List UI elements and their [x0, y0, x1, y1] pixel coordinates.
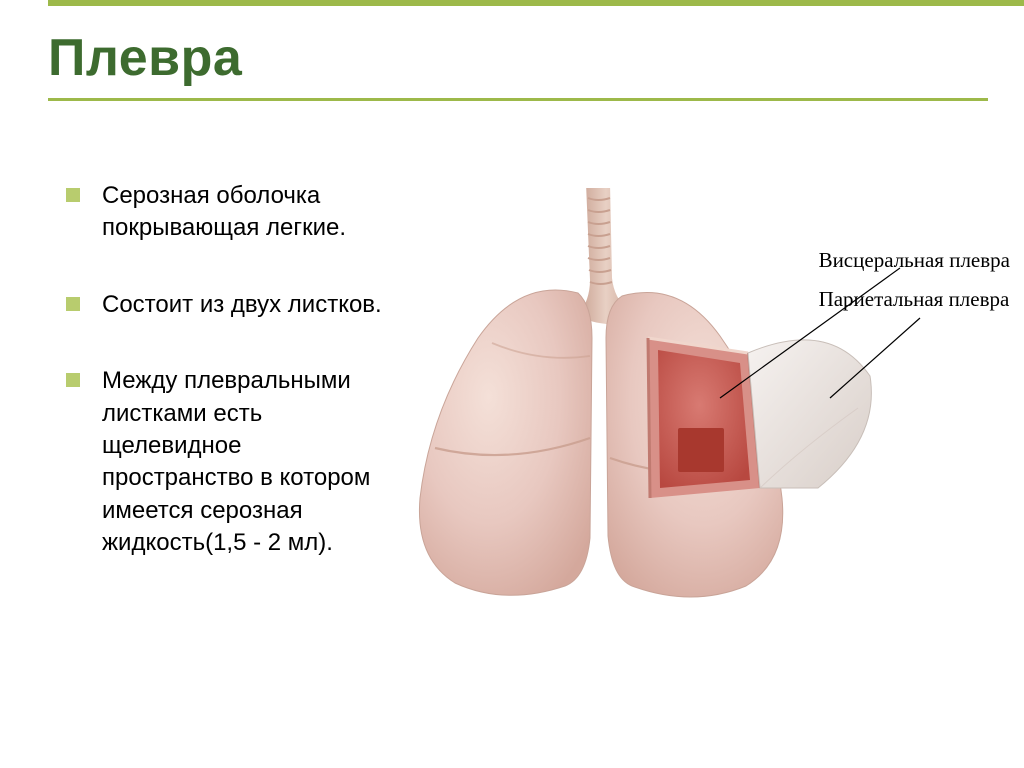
- pleura-flap: [748, 340, 871, 488]
- label-visceral-pleura: Висцеральная плевра: [819, 248, 1010, 273]
- page-title: Плевра: [48, 28, 976, 88]
- label-parietal-pleura: Париетальная плевра: [819, 287, 1010, 312]
- bullet-text: Состоит из двух листков.: [102, 289, 382, 321]
- bullet-square-icon: [66, 297, 80, 311]
- bullet-square-icon: [66, 373, 80, 387]
- bullet-square-icon: [66, 188, 80, 202]
- accent-bar: [48, 0, 1024, 6]
- bullet-list: Серозная оболочка покрывающая легкие. Со…: [66, 180, 396, 604]
- list-item: Серозная оболочка покрывающая легкие.: [66, 180, 396, 245]
- anatomy-labels: Висцеральная плевра Париетальная плевра: [819, 248, 1010, 326]
- pleura-cutaway: [648, 338, 760, 498]
- title-block: Плевра: [48, 28, 976, 101]
- list-item: Состоит из двух листков.: [66, 289, 396, 321]
- title-underline: [48, 98, 988, 101]
- left-lung: [419, 290, 592, 595]
- bullet-text: Серозная оболочка покрывающая легкие.: [102, 180, 396, 245]
- bullet-text: Между плевральными листками есть щелевид…: [102, 365, 396, 559]
- list-item: Между плевральными листками есть щелевид…: [66, 365, 396, 559]
